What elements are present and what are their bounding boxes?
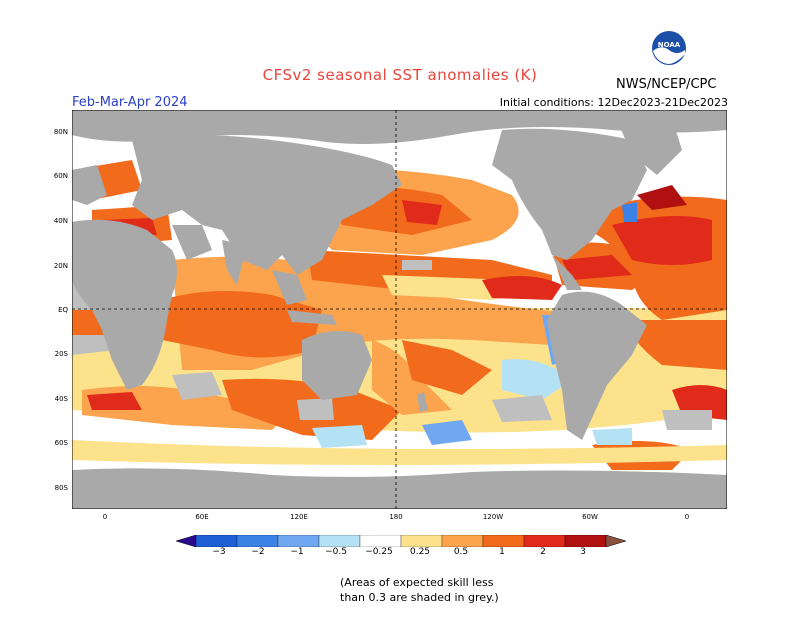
colorbar-swatch [441, 535, 484, 547]
colorbar-tick: 0.5 [453, 547, 469, 557]
map-title: CFSv2 seasonal SST anomalies (K) [262, 66, 538, 84]
colorbar-tick: −3 [212, 547, 226, 557]
lon-label: 120W [482, 513, 504, 521]
lat-label: 40N [53, 217, 68, 225]
colorbar-swatch [318, 535, 361, 547]
skill-note: (Areas of expected skill less than 0.3 a… [340, 575, 499, 605]
colorbar-tick: −0.5 [325, 547, 347, 557]
lon-label: 0 [102, 513, 108, 521]
colorbar-swatch [523, 535, 566, 547]
colorbar-swatch [277, 535, 320, 547]
colorbar-swatch [359, 535, 402, 547]
lat-label: 60S [54, 439, 68, 447]
skill-note-line: (Areas of expected skill less [340, 576, 494, 589]
lat-label: 60N [53, 172, 68, 180]
colorbar-tick: −1 [290, 547, 304, 557]
colorbar-tick: 2 [540, 547, 546, 557]
colorbar-min-arrow [176, 535, 197, 547]
lat-label: 20N [53, 262, 68, 270]
colorbar-tick: 0.25 [409, 547, 431, 557]
colorbar-tick: 1 [499, 547, 505, 557]
land-layer [72, 110, 727, 509]
lon-label: 60E [195, 513, 209, 521]
lat-label: EQ [58, 306, 68, 314]
low-skill-mask [72, 260, 712, 430]
lat-label: 80S [54, 484, 68, 492]
logo-text: NOAA [658, 41, 681, 49]
lon-label: 60W [582, 513, 598, 521]
colorbar-swatch [482, 535, 525, 547]
lat-label: 20S [54, 350, 68, 358]
lon-label: 120E [290, 513, 308, 521]
noaa-logo: NOAA [652, 31, 686, 65]
forecast-period: Feb-Mar-Apr 2024 [72, 95, 188, 110]
colorbar-tick: −2 [251, 547, 265, 557]
colorbar-swatch [564, 535, 607, 547]
agency-label: NWS/NCEP/CPC [616, 77, 717, 92]
initial-conditions: Initial conditions: 12Dec2023-21Dec2023 [499, 96, 728, 109]
colorbar [176, 535, 626, 547]
colorbar-tick: 3 [580, 547, 586, 557]
lon-label: 0 [684, 513, 690, 521]
sst-anomaly-map [72, 110, 727, 509]
colorbar-max-arrow [605, 535, 626, 547]
colorbar-swatch [195, 535, 238, 547]
colorbar-swatch [400, 535, 443, 547]
lat-label: 40S [54, 395, 68, 403]
lat-label: 80N [53, 128, 68, 136]
lon-label: 180 [389, 513, 403, 521]
colorbar-tick: −0.25 [365, 547, 393, 557]
colorbar-swatch [236, 535, 279, 547]
skill-note-line: than 0.3 are shaded in grey.) [340, 591, 499, 604]
